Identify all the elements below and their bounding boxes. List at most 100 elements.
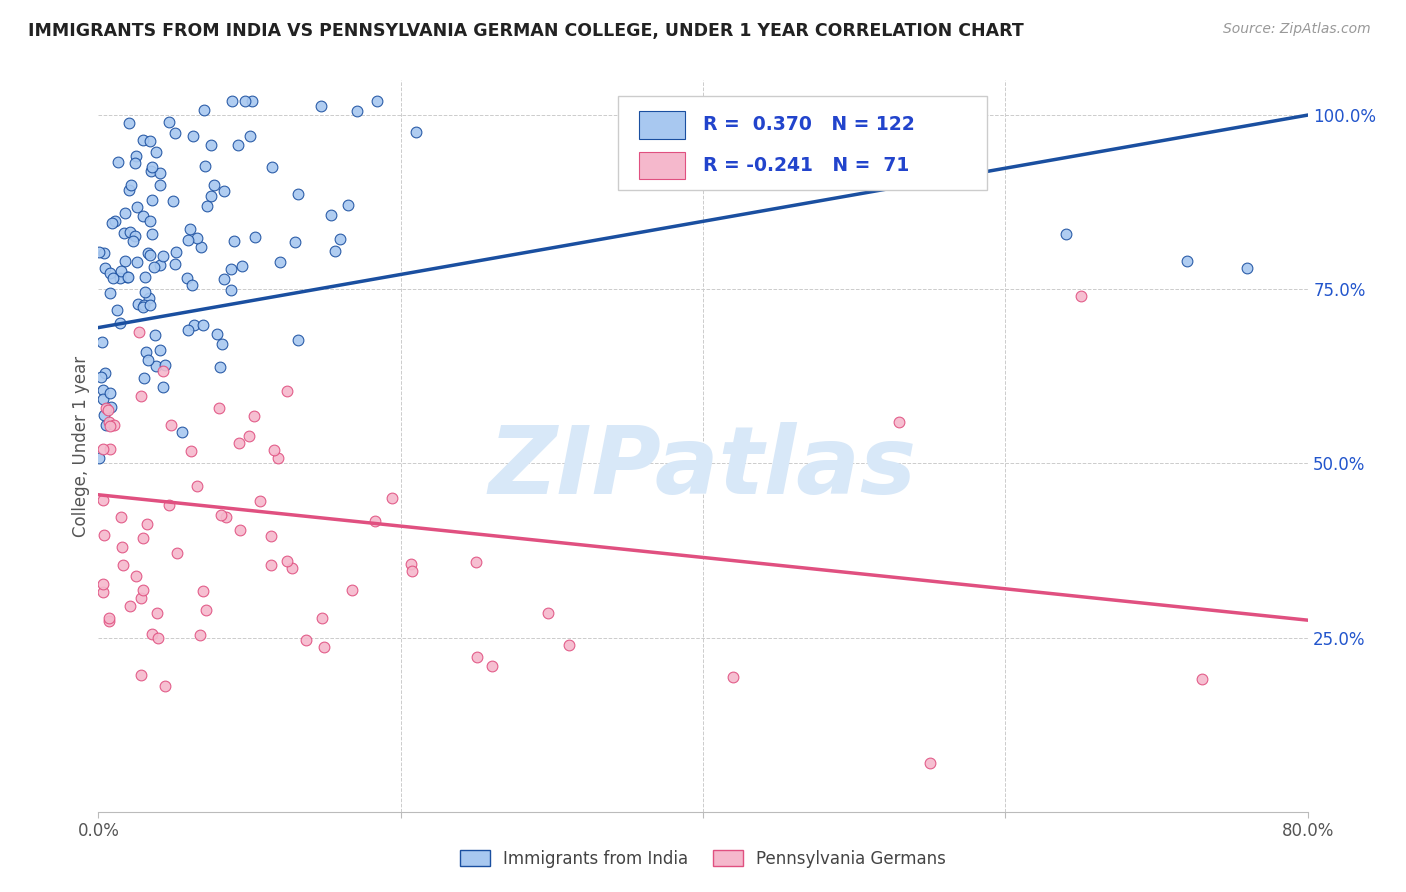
Point (89, 370, 111, 384)
Point (93, 246, 115, 260)
Text: ZIPatlas: ZIPatlas (489, 422, 917, 514)
Point (115, 269, 138, 284)
Point (134, 285, 156, 300)
Point (319, 208, 342, 222)
Point (166, 546, 188, 560)
Point (381, 491, 404, 505)
Point (98, 611, 121, 625)
Point (132, 531, 155, 545)
Point (120, 599, 142, 613)
Point (162, 194, 184, 208)
Point (259, 558, 281, 573)
Point (481, 659, 503, 673)
Point (145, 359, 167, 373)
Point (138, 291, 160, 305)
Point (200, 188, 222, 202)
Point (263, 443, 285, 458)
Point (183, 318, 205, 332)
Point (176, 270, 198, 285)
Point (207, 326, 229, 341)
Point (108, 271, 131, 285)
Point (107, 155, 129, 169)
Point (112, 558, 135, 572)
Point (207, 401, 229, 416)
Point (260, 529, 283, 543)
Point (209, 360, 232, 375)
Point (94, 401, 117, 415)
Point (180, 444, 202, 458)
Point (159, 418, 181, 433)
Point (127, 297, 149, 311)
Point (94, 366, 117, 380)
Point (108, 316, 131, 330)
Point (110, 509, 132, 524)
Legend: Immigrants from India, Pennsylvania Germans: Immigrants from India, Pennsylvania Germ… (453, 844, 953, 875)
Point (141, 160, 163, 174)
Point (181, 129, 204, 144)
Point (103, 418, 125, 433)
Point (135, 345, 157, 359)
Point (311, 611, 333, 625)
Point (238, 429, 260, 443)
Point (139, 164, 162, 178)
Point (212, 184, 235, 198)
Point (118, 116, 141, 130)
Point (889, 415, 911, 429)
Point (122, 234, 145, 248)
Point (152, 380, 174, 394)
Point (195, 199, 218, 213)
Bar (638, 152, 685, 179)
Point (141, 627, 163, 641)
Point (93, 527, 115, 541)
Point (194, 159, 217, 173)
Point (193, 103, 215, 117)
Point (87, 245, 110, 260)
Point (281, 561, 304, 575)
Point (219, 261, 242, 276)
Point (209, 508, 232, 522)
Point (401, 564, 423, 578)
Point (240, 94, 263, 108)
Point (1236, 261, 1258, 276)
Point (228, 435, 250, 450)
Point (309, 99, 332, 113)
Point (177, 233, 200, 247)
Point (269, 254, 291, 268)
Point (152, 363, 174, 377)
Point (149, 166, 172, 180)
Bar (638, 112, 685, 139)
Point (186, 479, 208, 493)
Point (104, 213, 127, 227)
Point (138, 246, 160, 260)
Point (323, 244, 346, 258)
Point (239, 128, 262, 143)
Point (152, 249, 174, 263)
Point (214, 510, 236, 524)
Point (221, 94, 243, 108)
Point (721, 670, 744, 684)
Point (138, 248, 160, 262)
Text: IMMIGRANTS FROM INDIA VS PENNSYLVANIA GERMAN COLLEGE, UNDER 1 YEAR CORRELATION C: IMMIGRANTS FROM INDIA VS PENNSYLVANIA GE… (28, 22, 1024, 40)
Point (91, 493, 114, 508)
Point (139, 134, 162, 148)
Point (103, 271, 125, 285)
Point (93, 408, 115, 422)
Point (346, 103, 368, 118)
Point (155, 679, 177, 693)
Point (287, 333, 309, 347)
Point (129, 591, 152, 606)
Point (364, 514, 387, 528)
Point (96, 403, 118, 417)
Point (124, 228, 146, 243)
Point (98, 418, 121, 433)
Point (336, 197, 359, 211)
Point (202, 178, 225, 193)
Point (143, 328, 166, 343)
Point (163, 126, 186, 140)
Point (136, 517, 159, 532)
Point (186, 230, 208, 244)
Point (267, 450, 290, 465)
Point (118, 226, 141, 240)
Point (129, 389, 152, 403)
Point (129, 668, 152, 682)
